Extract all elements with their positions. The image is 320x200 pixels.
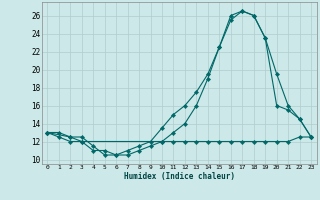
X-axis label: Humidex (Indice chaleur): Humidex (Indice chaleur) (124, 172, 235, 181)
